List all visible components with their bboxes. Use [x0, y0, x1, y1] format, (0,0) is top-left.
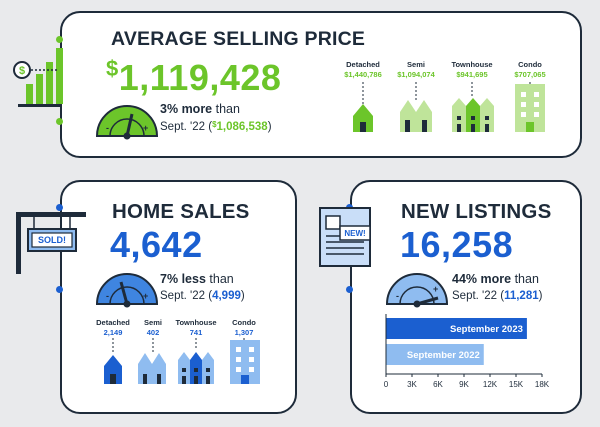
sales-change: 7% less than	[160, 272, 234, 286]
svg-text:+: +	[433, 284, 438, 294]
sales-type-label: Detached	[96, 318, 130, 327]
x-tick-label: 0	[384, 380, 389, 389]
x-tick-label: 9K	[459, 380, 469, 389]
sales-type-value: 1,307	[234, 328, 254, 337]
svg-text:-: -	[396, 291, 399, 301]
price-type-icons	[353, 82, 545, 132]
x-tick-label: 18K	[535, 380, 550, 389]
listings-compare: Sept. '22 (11,281)	[452, 290, 543, 302]
listings-bar-chart: September 2023 September 2022 0 3K 6K 9K 12K 15…	[384, 314, 550, 389]
bar	[386, 318, 527, 339]
listings-change: 44% more than	[452, 272, 539, 286]
price-type-value: $1,440,786	[344, 70, 382, 79]
detached-house-icon	[104, 355, 122, 384]
semi-house-icon	[400, 100, 432, 132]
price-number: 1,119,428	[118, 57, 282, 98]
card-dot	[56, 118, 63, 125]
gauge-icon: - +	[95, 273, 159, 308]
gauge-icon: - +	[95, 105, 159, 140]
price-compare: Sept. '22 ($1,086,538)	[160, 120, 272, 133]
price-type-value: $707,065	[514, 70, 546, 79]
sales-type-value: 741	[189, 328, 203, 337]
detached-house-icon	[353, 104, 373, 132]
sales-value: 4,642	[110, 224, 203, 265]
svg-text:+: +	[143, 123, 148, 133]
condo-icon	[515, 84, 545, 132]
sales-type-value: 402	[146, 328, 160, 337]
townhouse-icon	[452, 98, 494, 132]
card-dot	[56, 286, 63, 293]
sales-compare: Sept. '22 (4,999)	[160, 290, 245, 302]
price-type-value: $941,695	[456, 70, 488, 79]
bar-label: September 2023	[450, 324, 523, 335]
sales-type-value: 2,149	[103, 328, 123, 337]
sold-sign-icon	[16, 212, 86, 274]
svg-text:-: -	[106, 291, 109, 301]
svg-text:$: $	[19, 65, 25, 77]
price-currency: $	[106, 56, 119, 81]
townhouse-icon	[178, 352, 214, 384]
listings-value: 16,258	[400, 224, 514, 265]
sales-type-label: Condo	[232, 318, 256, 327]
price-type-label: Detached	[346, 60, 380, 69]
price-type-label: Condo	[518, 60, 542, 69]
card-dot	[346, 286, 353, 293]
sales-type-icons	[104, 338, 260, 384]
sold-sign-text: SOLD!	[38, 235, 66, 245]
x-tick-label: 12K	[483, 380, 498, 389]
listings-title: NEW LISTINGS	[401, 200, 552, 223]
price-type-value: $1,094,074	[397, 70, 435, 79]
bar-label: September 2022	[407, 350, 480, 361]
sales-title: HOME SALES	[112, 200, 250, 223]
svg-text:-: -	[106, 123, 109, 133]
condo-icon	[230, 340, 260, 384]
newspaper-icon	[319, 207, 371, 267]
x-tick-label: 15K	[509, 380, 524, 389]
price-type-label: Semi	[407, 60, 425, 69]
sales-type-label: Semi	[144, 318, 162, 327]
svg-text:+: +	[143, 291, 148, 301]
new-badge-text: NEW!	[344, 229, 366, 238]
dollar-bar-chart-icon: $	[13, 48, 63, 107]
x-tick-label: 3K	[407, 380, 417, 389]
gauge-icon: - +	[385, 273, 449, 308]
price-value: $1,119,428	[106, 56, 281, 99]
price-title: AVERAGE SELLING PRICE	[111, 28, 366, 50]
card-dot	[56, 36, 63, 43]
price-type-label: Townhouse	[451, 60, 493, 69]
semi-house-icon	[138, 353, 166, 384]
price-change: 3% more than	[160, 102, 240, 116]
sales-type-label: Townhouse	[175, 318, 217, 327]
bar	[386, 344, 484, 365]
x-tick-label: 6K	[433, 380, 443, 389]
card-dot	[56, 204, 63, 211]
